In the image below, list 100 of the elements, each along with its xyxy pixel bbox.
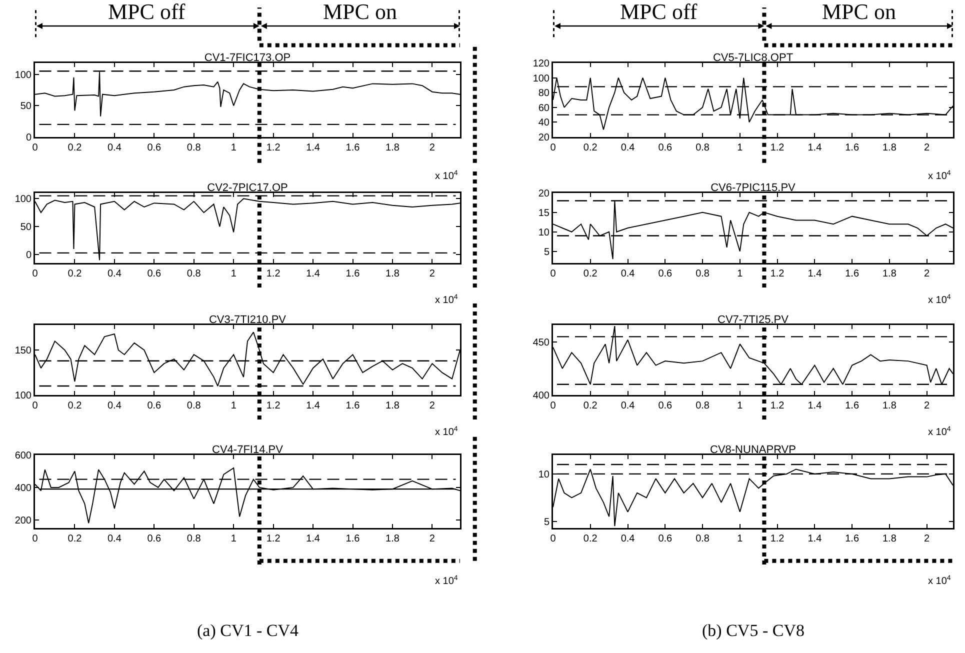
chart-title: CV2-7PIC17.OP xyxy=(207,182,288,194)
x-tick-label: 2 xyxy=(429,142,436,154)
x-tick-label: 0.2 xyxy=(583,268,598,280)
chart-title: CV5-7LIC8.OPT xyxy=(712,52,794,64)
x-tick-label: 2 xyxy=(429,268,436,280)
y-tick-label: 40 xyxy=(538,118,550,129)
x-tick-label: 0.6 xyxy=(147,268,162,280)
x-tick-label: 1 xyxy=(737,400,744,412)
text: MPC off xyxy=(108,0,186,24)
x-tick-label: 0.6 xyxy=(147,534,162,544)
x-tick-label: 1 xyxy=(737,142,744,154)
x-tick-label: 0.2 xyxy=(68,400,82,412)
y-tick-label: 200 xyxy=(14,515,32,526)
x-tick-label: 0.8 xyxy=(696,268,710,280)
x-tick-label: 1.4 xyxy=(808,534,822,544)
text: (a) CV1 - CV4 xyxy=(197,621,300,640)
chart-title: CV1-7FIC173.OP xyxy=(204,52,291,64)
x-tick-label: 1.4 xyxy=(306,534,320,544)
x-tick-label: 1.6 xyxy=(346,534,360,544)
x-tick-label: 1 xyxy=(230,268,237,280)
text: x 10$^{4}$ xyxy=(435,575,458,588)
x-tick-label: 0.2 xyxy=(583,142,598,154)
text: MPC off xyxy=(620,0,698,24)
chart-title: CV6-7PIC115.PV xyxy=(710,182,796,194)
x-tick-label: 0.2 xyxy=(583,400,598,412)
x-tick-label: 1 xyxy=(230,400,237,412)
text: x 10$^{4}$ xyxy=(928,170,951,182)
x-tick-label: 1.2 xyxy=(266,142,281,154)
y-tick-label: 10 xyxy=(538,227,550,238)
x-tick-label: 0.2 xyxy=(68,534,82,544)
text: MPC on xyxy=(323,0,397,24)
y-tick-label: 60 xyxy=(538,102,550,114)
x-tick-label: 1.2 xyxy=(266,534,281,544)
x-tick-label: 1 xyxy=(737,534,744,544)
text: x 10$^{4}$ xyxy=(435,170,458,182)
x-tick-label: 2 xyxy=(924,268,930,280)
y-tick-label: 120 xyxy=(532,58,550,70)
x-tick-label: 1.2 xyxy=(266,400,281,412)
x-tick-label: 0.4 xyxy=(107,534,122,544)
x-tick-label: 1.4 xyxy=(808,400,822,412)
x-tick-label: 2 xyxy=(429,400,436,412)
x-tick-label: 0.8 xyxy=(696,400,710,412)
x-tick-label: 0.8 xyxy=(696,142,710,154)
x-tick-label: 0.4 xyxy=(620,534,636,544)
text: x 10$^{4}$ xyxy=(928,294,951,306)
text: x 10$^{4}$ xyxy=(435,294,458,306)
y-tick-label: 100 xyxy=(14,390,32,402)
chart-title: CV3-7TI210.PV xyxy=(208,314,287,326)
x-tick-label: 0.6 xyxy=(147,400,162,412)
y-tick-label: 15 xyxy=(538,208,550,219)
x-tick-label: 0.2 xyxy=(68,268,82,280)
x-tick-label: 1.8 xyxy=(386,268,400,280)
y-tick-label: 5 xyxy=(544,246,550,258)
x-tick-label: 0.4 xyxy=(107,400,122,412)
x-tick-label: 0.4 xyxy=(620,142,636,154)
text: x 10$^{4}$ xyxy=(435,426,458,438)
text: x 10$^{4}$ xyxy=(928,575,951,588)
x-tick-label: 1.6 xyxy=(346,142,360,154)
y-tick-label: 100 xyxy=(14,70,32,81)
x-tick-label: 1.8 xyxy=(882,268,897,280)
chart-title: CV7-7TI25.PV xyxy=(718,314,790,326)
x-tick-label: 0.2 xyxy=(583,534,598,544)
x-tick-label: 1.2 xyxy=(770,534,785,544)
x-tick-label: 1.6 xyxy=(346,400,360,412)
x-tick-label: 1 xyxy=(230,534,237,544)
x-tick-label: 0.6 xyxy=(658,534,673,544)
x-tick-label: 1.8 xyxy=(386,534,400,544)
x-tick-label: 1.8 xyxy=(386,400,400,412)
y-tick-label: 50 xyxy=(20,101,32,112)
x-tick-label: 0.6 xyxy=(658,268,673,280)
y-tick-label: 150 xyxy=(14,346,32,357)
x-tick-label: 0.8 xyxy=(186,268,202,280)
y-tick-label: 80 xyxy=(538,88,550,100)
x-tick-label: 2 xyxy=(924,534,930,544)
x-tick-label: 0.8 xyxy=(696,534,710,544)
x-tick-label: 0.4 xyxy=(107,142,122,154)
x-tick-label: 0.6 xyxy=(147,142,162,154)
x-tick-label: 1.6 xyxy=(845,268,860,280)
x-tick-label: 1.4 xyxy=(808,268,822,280)
x-tick-label: 1.4 xyxy=(306,268,320,280)
x-tick-label: 1.6 xyxy=(845,534,860,544)
x-tick-label: 1.2 xyxy=(770,268,785,280)
chart-title: CV4-7FI14.PV xyxy=(212,444,284,456)
y-tick-label: 50 xyxy=(20,222,32,234)
y-tick-label: 600 xyxy=(14,450,32,462)
x-tick-label: 0.8 xyxy=(186,534,202,544)
x-tick-label: 1.2 xyxy=(770,400,785,412)
y-tick-label: 100 xyxy=(532,73,550,84)
x-tick-label: 0.6 xyxy=(658,142,673,154)
x-tick-label: 0.4 xyxy=(107,268,122,280)
x-tick-label: 1.4 xyxy=(808,142,822,154)
y-tick-label: 5 xyxy=(544,516,550,528)
y-tick-label: 0 xyxy=(26,132,32,144)
x-tick-label: 0.8 xyxy=(186,400,202,412)
y-tick-label: 20 xyxy=(538,188,550,200)
x-tick-label: 1.6 xyxy=(845,142,860,154)
x-tick-label: 1.4 xyxy=(306,400,320,412)
x-tick-label: 0.2 xyxy=(68,142,82,154)
x-tick-label: 2 xyxy=(429,534,436,544)
x-tick-label: 0.6 xyxy=(658,400,673,412)
